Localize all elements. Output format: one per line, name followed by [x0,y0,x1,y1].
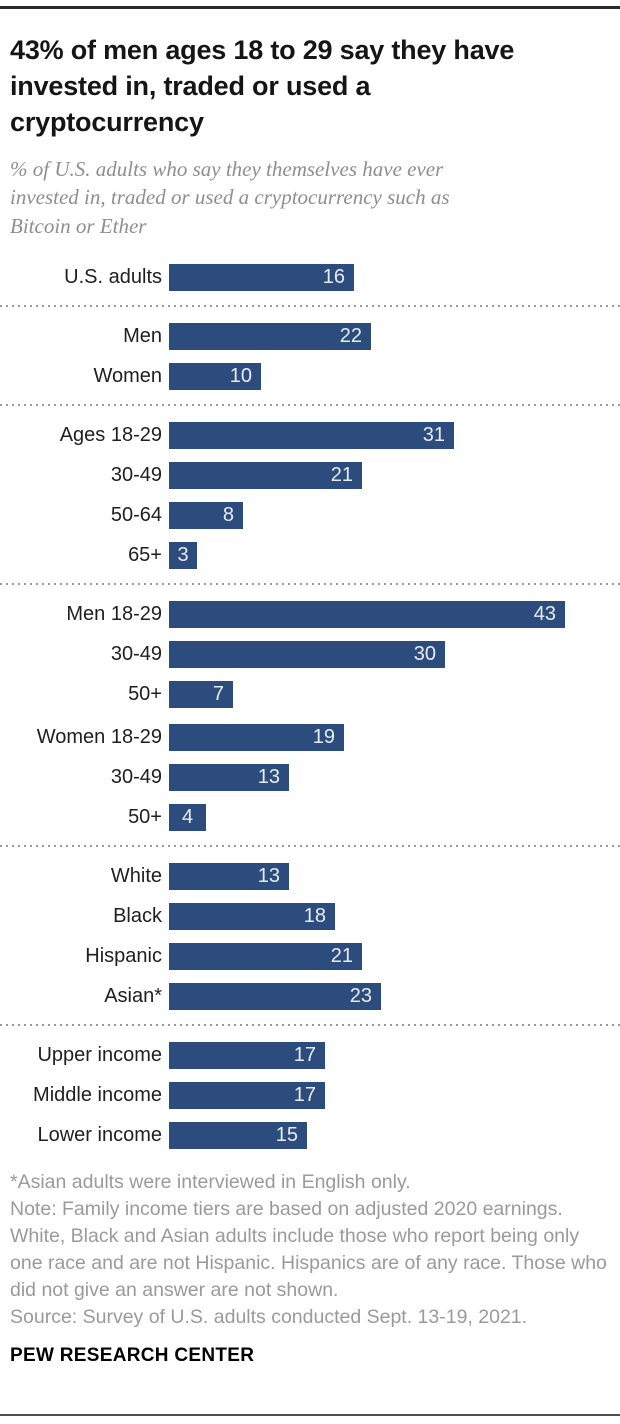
chart-subtitle: % of U.S. adults who say they themselves… [10,156,450,238]
bar-label: 30-49 [110,643,162,666]
bar-row: 30-49 21 [10,462,610,490]
bar-value: 13 [257,865,280,888]
bar-value: 21 [330,464,353,487]
bar-row: 50+ 4 [10,804,610,832]
bar-value: 30 [413,643,436,666]
bar-value: 43 [533,603,556,626]
bar-value: 17 [293,1044,316,1067]
bar-row: Women 10 [10,363,610,391]
bar-row: 50+ 7 [10,681,610,709]
bar-row: Men 22 [10,323,610,351]
asterisk-note: *Asian adults were interviewed in Englis… [10,1171,411,1194]
bar-label: Hispanic [85,945,162,968]
bar-value: 7 [212,683,224,706]
bar-label: Men 18-29 [66,603,162,626]
bar-row: 65+ 3 [10,542,610,570]
bar-value: 19 [312,726,335,749]
bar-label: U.S. adults [64,266,162,289]
bar-row: 50-64 8 [10,502,610,530]
bar: 16 [169,264,354,292]
bar: 43 [169,601,565,629]
bar-value: 13 [257,766,280,789]
bar: 8 [169,502,243,530]
bottom-rule [0,1414,620,1416]
footnotes: *Asian adults were interviewed in Englis… [10,1169,610,1330]
bar: 13 [169,764,289,792]
bar: 19 [169,724,344,752]
bar-row: Hispanic 21 [10,943,610,971]
source-note: Source: Survey of U.S. adults conducted … [10,1305,528,1328]
bar: 3 [169,542,197,570]
bar: 21 [169,943,362,971]
bar-value: 23 [349,985,372,1008]
bar-row: Black 18 [10,903,610,931]
bar-label: 50+ [128,683,162,706]
bar: 10 [169,363,261,391]
brand-pew-research-center: PEW RESEARCH CENTER [10,1344,255,1366]
bar: 17 [169,1082,325,1110]
bar-label: Black [113,905,162,928]
bar-row: Ages 18-29 31 [10,422,610,450]
bar-chart: U.S. adults 16 Men 22 Women 10 Ages 18-29 31 30-… [0,264,620,1150]
bar-row: Asian* 23 [10,983,610,1011]
bar-row: U.S. adults 16 [10,264,610,292]
bar-label: Upper income [37,1044,162,1067]
bar-value: 10 [229,365,252,388]
section-divider [0,583,620,586]
chart-title: 43% of men ages 18 to 29 say they have i… [10,35,515,137]
bar: 15 [169,1122,307,1150]
bar-label: Ages 18-29 [59,424,162,447]
section-divider [0,404,620,407]
bar: 22 [169,323,371,351]
bar: 30 [169,641,445,669]
bar: 31 [169,422,454,450]
pew-chart-page: 43% of men ages 18 to 29 say they have i… [0,6,620,1424]
bar-value: 15 [275,1124,298,1147]
bar-value: 16 [322,266,345,289]
bar-value: 3 [177,544,189,567]
bar-row: Men 18-29 43 [10,601,610,629]
bar: 17 [169,1042,325,1070]
section-divider [0,305,620,308]
bar-value: 21 [330,945,353,968]
bar-label: Lower income [37,1124,162,1147]
section-divider [0,1024,620,1027]
bar: 4 [169,804,206,832]
bar-row: Middle income 17 [10,1082,610,1110]
bar-value: 17 [293,1084,316,1107]
bar: 18 [169,903,335,931]
bar-row: Lower income 15 [10,1122,610,1150]
bar-row: 30-49 13 [10,764,610,792]
bar: 7 [169,681,233,709]
bar-label: 50+ [128,806,162,829]
bar-value: 22 [339,325,362,348]
bar-label: 30-49 [110,766,162,789]
top-rule [0,6,620,9]
bar: 21 [169,462,362,490]
bar-row: 30-49 30 [10,641,610,669]
bar-value: 8 [222,504,234,527]
bar-label: Asian* [104,985,162,1008]
bar-label: 65+ [128,544,162,567]
bar-value: 18 [303,905,326,928]
bar-label: White [110,865,162,888]
bar: 13 [169,863,289,891]
bar-label: Women 18-29 [36,726,162,749]
bar-row: Women 18-29 19 [10,724,610,752]
bar: 23 [169,983,381,1011]
bar-label: Women [93,365,162,388]
bar-label: 30-49 [110,464,162,487]
bar-label: 50-64 [110,504,162,527]
methodology-note: Note: Family income tiers are based on a… [10,1198,607,1301]
bar-label: Men [123,325,162,348]
bar-value: 31 [422,424,445,447]
bar-label: Middle income [33,1084,162,1107]
bar-value: 4 [181,806,194,829]
bar-row: Upper income 17 [10,1042,610,1070]
section-divider [0,845,620,848]
bar-row: White 13 [10,863,610,891]
